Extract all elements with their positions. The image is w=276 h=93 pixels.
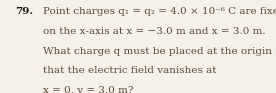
Text: What charge q must be placed at the origin so: What charge q must be placed at the orig… (43, 46, 276, 56)
Text: 79.: 79. (15, 7, 33, 16)
Text: x = 0, y = 3.0 m?: x = 0, y = 3.0 m? (43, 86, 133, 93)
Text: that the electric field vanishes at: that the electric field vanishes at (43, 66, 216, 75)
Text: Point charges q₁ = q₂ = 4.0 × 10⁻⁶ C are fixed: Point charges q₁ = q₂ = 4.0 × 10⁻⁶ C are… (43, 7, 276, 16)
Text: on the x-axis at x = −3.0 m and x = 3.0 m.: on the x-axis at x = −3.0 m and x = 3.0 … (43, 27, 266, 36)
